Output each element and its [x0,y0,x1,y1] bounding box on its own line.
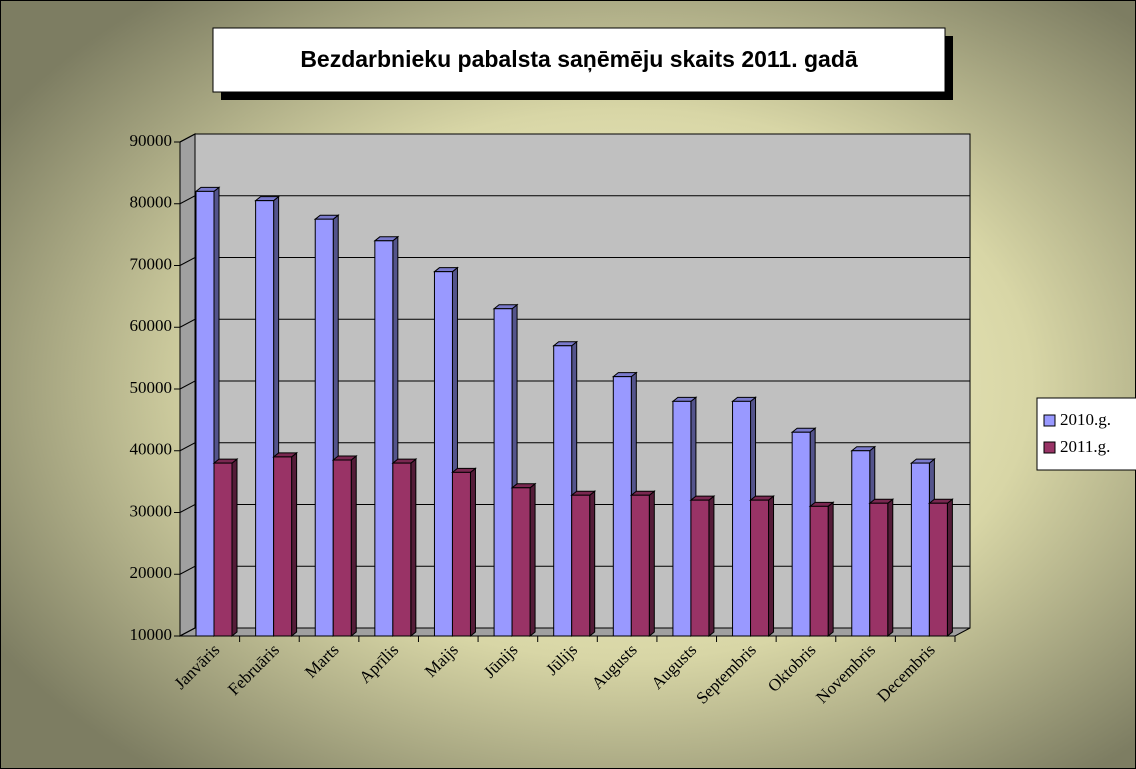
y-tick-label: 60000 [130,316,173,335]
bar-top [552,341,579,347]
bar [553,345,573,637]
bar-top [629,490,656,496]
bar [374,240,394,637]
bar [869,502,889,637]
bar-top [731,396,757,402]
bar [809,505,829,637]
bar [213,462,233,637]
grid-line [179,380,970,390]
bar [630,494,650,637]
bar-top [850,446,877,452]
bar-top [313,214,340,220]
bar [195,190,215,637]
bar-top [212,458,239,464]
bar [332,459,352,637]
bar-top [510,483,537,489]
grid-line [179,318,970,328]
bar-side [768,495,775,638]
legend-box [1036,397,1136,471]
bar-top [194,186,221,192]
bar-side [827,501,834,638]
bar-side [589,490,596,638]
grid-line [179,257,970,266]
y-tick-label: 90000 [130,131,173,150]
bar-top [611,372,638,378]
bar-top [433,267,459,273]
grid-line [179,195,970,205]
bar [612,376,632,637]
bar [672,400,692,637]
bar [511,487,531,637]
bar [571,494,591,637]
bar-top [909,458,936,464]
bar-side [291,451,298,638]
title-box [212,27,946,93]
bar-top [790,427,817,433]
bar-top [570,490,597,496]
bar-top [391,458,418,464]
bar [273,456,293,637]
bar-side [529,482,536,638]
bar-side [708,495,715,638]
bar [392,462,412,637]
bar-side [410,458,417,638]
bar-top [272,452,299,458]
bar [433,271,453,637]
chart-title: Bezdarbnieku pabalsta saņēmēju skaits 20… [300,46,858,72]
bar [314,218,334,637]
bar [910,462,930,637]
bar-side [350,454,357,638]
bar [255,200,275,637]
bar-top [749,495,775,501]
bar [791,431,811,637]
bar-top [671,396,698,402]
y-tick-label: 50000 [130,378,173,397]
bar-side [648,490,655,638]
y-tick-label: 70000 [130,254,173,273]
y-tick-label: 20000 [130,563,173,582]
bar-top [689,495,716,501]
bar-top [373,236,400,242]
legend-swatch [1043,414,1056,427]
bar-side [946,498,953,638]
legend-label: 2010.g. [1060,410,1111,429]
bar-top [451,467,477,473]
bar [690,499,710,637]
grid-line [179,133,970,143]
legend-swatch [1043,441,1056,454]
y-tick-label: 10000 [130,625,173,644]
bar [928,502,948,637]
bar-top [868,498,895,504]
bar-top [331,455,358,461]
bar-side [469,467,476,638]
bar-side [231,458,238,638]
bar-top [254,196,281,202]
bar [851,450,871,637]
y-tick-label: 80000 [130,193,173,212]
bar [493,308,513,637]
bar [732,400,752,637]
bar [750,499,770,637]
y-tick-label: 40000 [130,440,173,459]
bar-top [927,498,954,504]
bar-top [492,304,519,310]
bar-side [887,498,894,638]
bar [451,471,471,637]
bar-top [808,501,835,507]
grid-line [179,442,970,452]
legend-label: 2011.g. [1060,437,1110,456]
y-tick-label: 30000 [130,501,173,520]
